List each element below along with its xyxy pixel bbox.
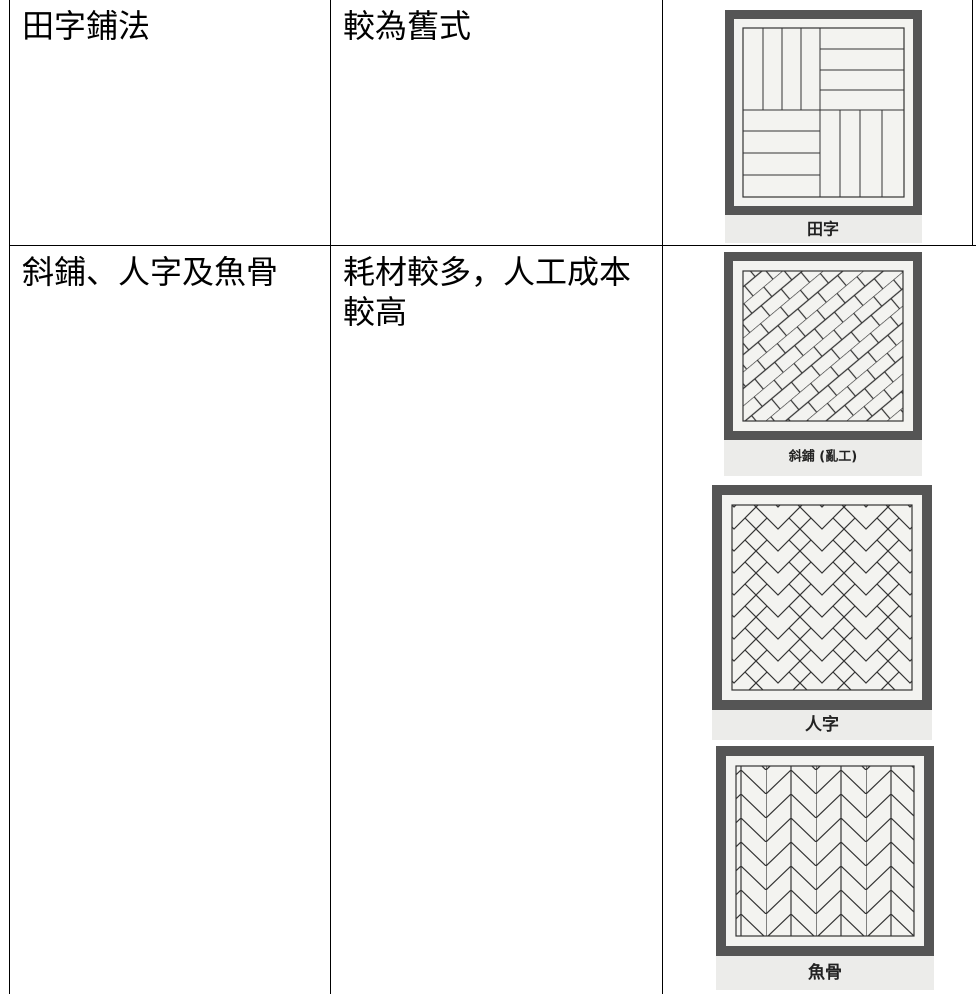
caption: 魚骨 xyxy=(808,962,842,983)
caption: 人字 xyxy=(805,714,839,735)
tile-image: 斜鋪 (亂工) xyxy=(724,252,922,476)
tile-image: 魚骨 xyxy=(716,746,934,990)
border xyxy=(9,0,10,994)
border xyxy=(972,0,973,245)
cell: 耗材較多，人工成本較高 xyxy=(343,253,632,331)
cell: 斜鋪、人字及魚骨 xyxy=(22,253,279,291)
border xyxy=(662,0,663,994)
caption: 田字 xyxy=(807,220,839,239)
cell: 較為舊式 xyxy=(343,7,472,45)
border xyxy=(330,0,331,994)
border xyxy=(9,245,976,246)
tile-image: 田字 xyxy=(725,10,922,243)
caption: 斜鋪 (亂工) xyxy=(788,449,857,465)
cell: 田字鋪法 xyxy=(22,7,151,45)
tile-image: 人字 xyxy=(712,485,932,740)
